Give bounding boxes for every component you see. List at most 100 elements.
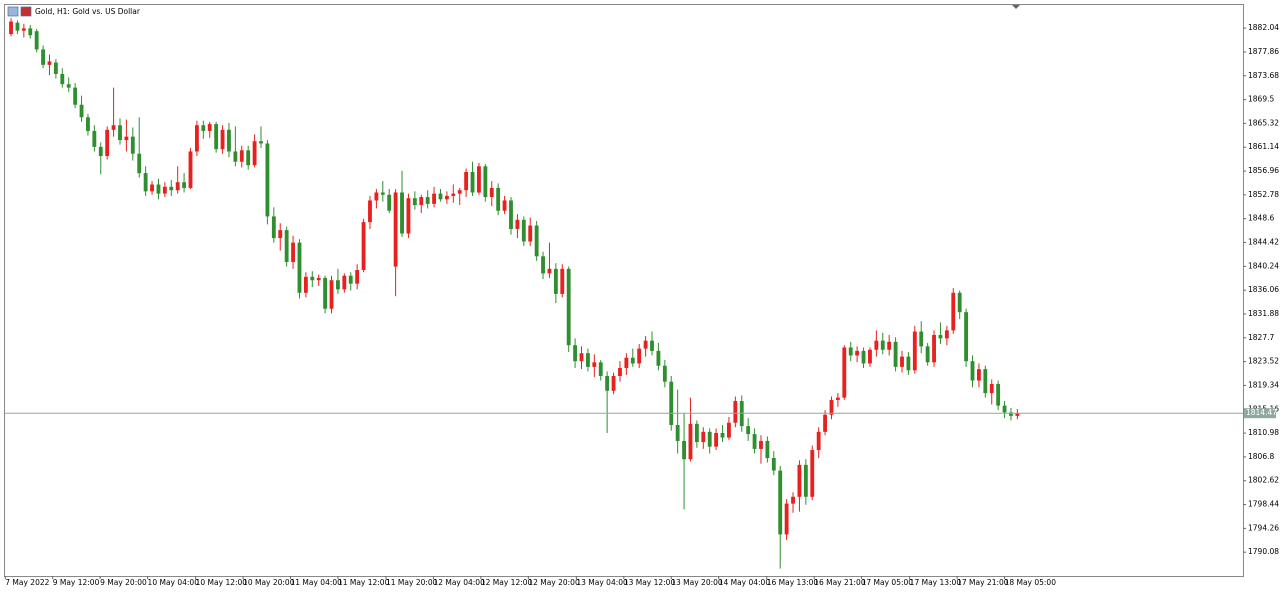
candle-body: [419, 197, 424, 206]
symbol-icon: [7, 6, 32, 17]
x-tick-label: 13 May 04:00: [576, 578, 628, 587]
candle-body: [720, 432, 725, 438]
candle-body: [573, 345, 578, 362]
candle-body: [797, 464, 802, 497]
candle-body: [496, 187, 501, 211]
candle-body: [1009, 412, 1013, 416]
y-tick-label: 1852.78: [1248, 190, 1279, 199]
candle-body: [650, 340, 654, 351]
candle-body: [682, 440, 686, 460]
candle-body: [246, 150, 251, 166]
candle-body: [387, 194, 392, 211]
candle-body: [656, 350, 661, 366]
candle-body: [47, 61, 52, 65]
y-tick-label: 1840.24: [1248, 261, 1279, 270]
candle-body: [989, 383, 994, 394]
candle-body: [611, 375, 616, 391]
x-tick-label: 10 May 20:00: [243, 578, 295, 587]
x-tick-label: 10 May 04:00: [148, 578, 200, 587]
candle-body: [759, 440, 763, 449]
candle-body: [855, 350, 860, 356]
candle-body: [118, 125, 122, 141]
candle-body: [169, 186, 174, 191]
candle-body: [278, 230, 283, 239]
x-tick-label: 16 May 21:00: [814, 578, 866, 587]
candle-body: [752, 434, 757, 449]
candle-body: [406, 198, 411, 234]
candle-body: [835, 397, 840, 400]
candle-body: [297, 242, 302, 293]
x-tick-label: 16 May 13:00: [767, 578, 819, 587]
candle-body: [919, 331, 924, 347]
candle-body: [194, 125, 199, 152]
x-tick-label: 17 May 21:00: [957, 578, 1009, 587]
candle-body: [412, 198, 417, 206]
y-tick-label: 1877.86: [1248, 47, 1279, 56]
y-tick-label: 1856.96: [1248, 166, 1279, 175]
chart-title: Gold, H1: Gold vs. US Dollar: [35, 7, 141, 16]
candle-body: [868, 349, 872, 364]
candle-body: [73, 87, 78, 105]
candle-body: [861, 350, 866, 364]
candle-body: [477, 166, 481, 193]
candle-body: [912, 331, 917, 371]
candle-body: [162, 186, 167, 194]
candle-body: [707, 431, 712, 447]
x-tick-label: 9 May 20:00: [100, 578, 147, 587]
candle-body: [214, 124, 219, 150]
candle-body: [310, 276, 315, 281]
candle-body: [28, 28, 33, 36]
candle-body: [432, 193, 436, 204]
candle-body: [553, 268, 558, 294]
candle-body: [515, 219, 520, 229]
candle-body: [944, 330, 949, 339]
candle-body: [823, 414, 828, 432]
candle-body: [425, 197, 430, 204]
candle-body: [470, 171, 475, 193]
candle-body: [893, 341, 898, 367]
candle-body: [15, 22, 20, 31]
candle-body: [733, 401, 738, 423]
x-tick-label: 7 May 2022: [5, 578, 49, 587]
candle-body: [361, 222, 366, 270]
candle-body: [368, 200, 372, 223]
candle-body: [60, 73, 65, 85]
candle-body: [464, 171, 469, 191]
candle-body: [259, 141, 263, 144]
candle-body: [348, 275, 353, 284]
x-tick-label: 18 May 05:00: [1005, 578, 1057, 587]
candle-body: [534, 225, 539, 257]
y-tick-label: 1882.04: [1248, 23, 1279, 32]
candle-body: [1002, 405, 1007, 413]
y-tick-label: 1802.62: [1248, 476, 1279, 485]
y-tick-label: 1806.8: [1248, 452, 1274, 461]
candle-body: [303, 276, 308, 293]
candle-body: [630, 357, 635, 364]
x-tick-label: 10 May 12:00: [196, 578, 248, 587]
candle-body: [182, 182, 187, 188]
candle-body: [624, 357, 629, 369]
candle-body: [233, 151, 238, 162]
y-tick-label: 1848.6: [1248, 214, 1274, 223]
candle-body: [150, 184, 154, 192]
candle-body: [810, 450, 815, 497]
candle-body: [976, 369, 981, 381]
candle-body: [130, 136, 135, 154]
y-tick-label: 1790.08: [1248, 547, 1279, 556]
y-tick-label: 1836.06: [1248, 285, 1279, 294]
candle-body: [53, 62, 58, 74]
candle-body: [727, 422, 731, 438]
candle-body: [560, 268, 565, 294]
candle-body: [291, 242, 295, 263]
candle-body: [618, 368, 622, 376]
candle-body: [816, 431, 821, 451]
candle-body: [156, 184, 161, 194]
y-tick-label: 1831.88: [1248, 309, 1279, 318]
candle-body: [438, 193, 443, 200]
candle-body: [323, 277, 328, 309]
candle-body: [951, 292, 956, 331]
y-tick-label: 1844.42: [1248, 238, 1279, 247]
candle-body: [803, 464, 808, 497]
candle-body: [938, 334, 943, 339]
candle-body: [547, 268, 552, 274]
